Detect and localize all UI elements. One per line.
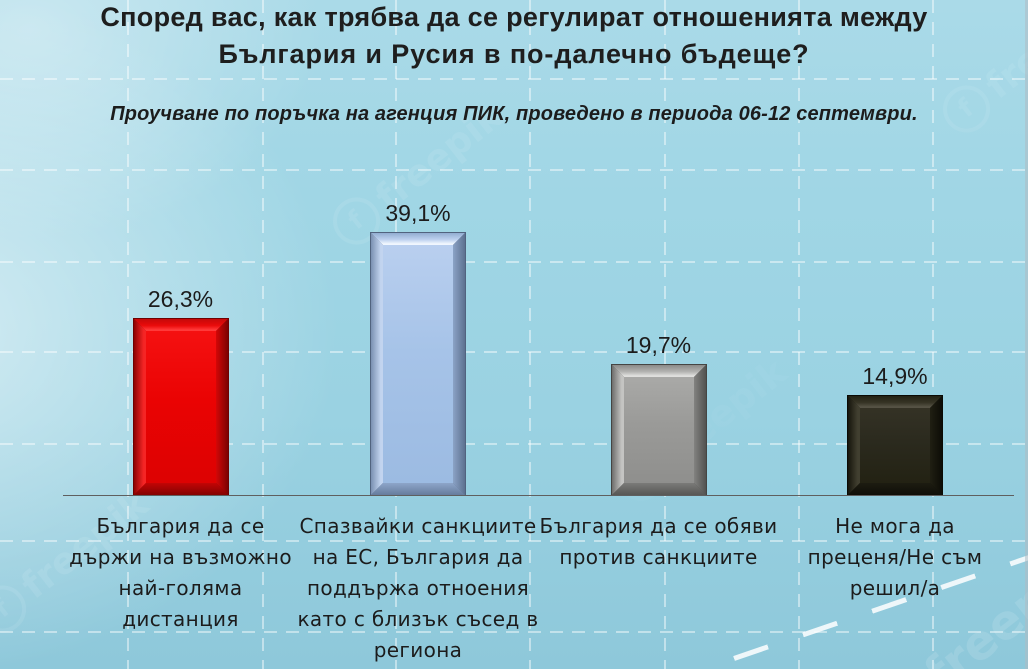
- bar-category-label-line: най-голяма: [118, 576, 243, 600]
- bar-category-label: България да се държи на възможно най-голям…: [56, 511, 306, 635]
- bar-category-label-line: против санкциите: [559, 545, 758, 569]
- bar-category-label-line: България да се: [96, 514, 265, 538]
- bar-2: [370, 232, 466, 496]
- bar-category-label: България да се обяви против санкциите: [534, 511, 784, 573]
- chart-title-line2: България и Русия в по-далечно бъдеще?: [218, 39, 810, 69]
- bg-grid-hline: [0, 261, 1028, 263]
- bar-category-label: Не мога да преценя/Не съм решил/а: [770, 511, 1020, 604]
- bar-category-label-line: Не мога да: [835, 514, 955, 538]
- bar-3: [611, 364, 707, 496]
- x-axis-line: [63, 495, 1014, 496]
- chart-title-line1: Според вас, как трябва да се регулират о…: [100, 2, 928, 32]
- bar-value-label: 26,3%: [147, 286, 214, 312]
- bg-grid-hline: [0, 78, 1028, 80]
- bar-category-label: Спазвайки санкциите на ЕС, България да под…: [293, 511, 543, 666]
- chart-subtitle: Проучване по поръчка на агенция ПИК, про…: [110, 103, 918, 125]
- bar-category-label-line: региона: [373, 638, 463, 662]
- bar-category-label-line: като с близък съсед в: [297, 607, 539, 631]
- bar-category-label-line: България да се обяви: [539, 514, 778, 538]
- bar-category-label-line: преценя/Не съм: [807, 545, 983, 569]
- bar-value-label: 14,9%: [862, 363, 928, 389]
- bar-4: [847, 395, 943, 496]
- right-edge-shade: [1025, 0, 1028, 669]
- bar-value-label: 19,7%: [625, 332, 692, 358]
- bar-category-label-line: дистанция: [122, 607, 239, 631]
- freepik-logo-icon: f: [0, 576, 36, 642]
- bar-value-label: 39,1%: [385, 200, 451, 226]
- bar-category-label-line: на ЕС, България да: [312, 545, 524, 569]
- bar-category-label-line: поддържа отноения: [307, 576, 529, 600]
- bg-grid-hline: [0, 169, 1028, 171]
- freepik-logo-icon: f: [862, 662, 944, 669]
- bar-category-label-line: държи на възможно: [69, 545, 292, 569]
- bar-category-label-line: Спазвайки санкциите: [299, 514, 537, 538]
- bar-1: [133, 318, 229, 496]
- chart-title: Според вас, как трябва да се регулират о…: [0, 0, 1028, 73]
- bar-category-label-line: решил/а: [849, 576, 941, 600]
